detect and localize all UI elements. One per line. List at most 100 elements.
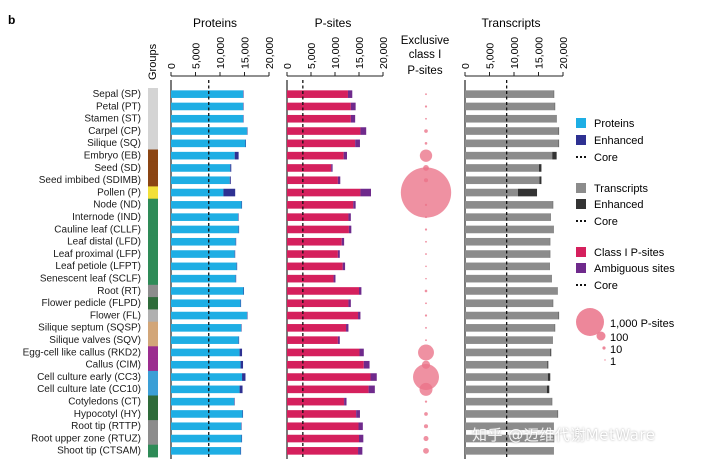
group-strip-cell — [148, 420, 158, 433]
transcripts-bar-extra — [539, 176, 542, 185]
psites-bar-extra — [337, 250, 340, 258]
transcripts-bars — [465, 80, 560, 459]
group-strip-cell — [148, 247, 158, 261]
groups-label: Groups — [147, 43, 159, 80]
psites-x-axis: 0 5,000 10,000 15,000 20,000 — [282, 37, 390, 459]
transcripts-bar — [465, 237, 550, 246]
psites-bar-extra — [358, 447, 363, 455]
group-strip-cell — [148, 370, 158, 384]
psites-bar — [287, 324, 347, 332]
proteins-bar — [171, 348, 240, 357]
exclusive-bubble — [425, 339, 427, 342]
psites-bar-extra — [368, 385, 375, 394]
exclusive-bubble — [424, 203, 428, 206]
legend-swatch-transcripts-enhanced — [576, 199, 586, 209]
row-label: Silique valves (SQV) — [49, 335, 141, 346]
proteins-tick-label: 10,000 — [215, 37, 227, 69]
row-label: Seed imbibed (SDIMB) — [39, 175, 141, 186]
psites-bar-extra — [346, 324, 349, 332]
row-label: Internode (IND) — [72, 212, 141, 223]
psites-bar-extra — [359, 348, 364, 357]
exclusive-bubble — [423, 424, 429, 429]
legend-label-psites-core: Core — [594, 280, 618, 292]
psites-bar — [287, 422, 359, 431]
legend-swatch-transcripts — [576, 183, 586, 193]
legend-label-bubble-10: 10 — [610, 344, 622, 356]
psites-bar — [287, 385, 369, 394]
row-label: Root tip (RTTP) — [71, 421, 141, 432]
exclusive-bubble — [423, 447, 429, 454]
transcripts-bar — [465, 397, 552, 406]
proteins-bar — [171, 447, 241, 455]
row-label: Embryo (EB) — [84, 151, 141, 162]
proteins-tick-label: 5,000 — [191, 43, 203, 69]
exclusive-panel-title-line2: class I — [409, 49, 442, 61]
row-label: Leaf proximal (LFP) — [53, 249, 141, 260]
group-strip-cell — [148, 100, 158, 113]
group-strip-cell — [148, 186, 158, 200]
psites-bar — [287, 102, 351, 111]
psites-panel: P-sites 0 5,000 10,000 15,000 20,000 — [282, 16, 390, 459]
legend-swatch-psites-ambiguous — [576, 263, 586, 273]
proteins-bar-extra — [239, 385, 243, 394]
exclusive-bubble — [419, 382, 433, 396]
group-strip-cell — [148, 395, 158, 409]
row-label: Senescent leaf (SCLF) — [40, 274, 141, 285]
proteins-bar — [171, 262, 237, 271]
exclusive-bubble — [413, 364, 439, 391]
proteins-bar — [171, 102, 244, 111]
proteins-bar — [171, 410, 243, 418]
psites-bars — [287, 80, 377, 459]
psites-bar — [287, 250, 338, 258]
psites-tick-label: 15,000 — [354, 37, 366, 69]
proteins-bar — [171, 422, 242, 431]
proteins-tick-label: 0 — [166, 63, 178, 69]
exclusive-bubble — [425, 302, 427, 305]
group-strip-cell — [148, 223, 158, 236]
exclusive-bubble — [425, 277, 427, 280]
psites-tick-label: 10,000 — [330, 37, 342, 69]
watermark-text: 知乎 @迈维代谢MetWare — [472, 426, 656, 444]
group-strip-cell — [148, 272, 158, 286]
exclusive-bubble — [424, 400, 428, 403]
transcripts-bar — [465, 410, 558, 418]
proteins-panel-title: Proteins — [193, 16, 237, 30]
proteins-bar-extra — [234, 151, 239, 160]
proteins-bar — [171, 237, 236, 246]
row-label: Node (ND) — [93, 200, 141, 211]
psites-bar-extra — [348, 299, 351, 308]
group-strip-cell — [148, 198, 158, 212]
row-label: Shoot tip (CTSAM) — [57, 446, 141, 457]
legend-psites: Class I P-sites Ambiguous sites Core — [576, 247, 675, 292]
exclusive-bubble — [425, 240, 427, 243]
transcripts-bar-extra — [547, 360, 549, 369]
group-strip-cell — [148, 321, 158, 335]
psites-bar-extra — [360, 127, 367, 135]
row-label: Cell culture early (CC3) — [37, 372, 141, 383]
legend-label-proteins-enhanced: Enhanced — [594, 135, 644, 147]
psites-bar — [287, 188, 361, 197]
proteins-bar — [171, 385, 240, 394]
exclusive-bubble — [425, 93, 427, 96]
transcripts-bar — [465, 225, 554, 234]
exclusive-bubble — [425, 253, 427, 255]
psites-tick-label: 5,000 — [306, 43, 318, 69]
group-strip-cell — [148, 112, 158, 126]
proteins-bar-extra — [239, 348, 243, 357]
psites-bar — [287, 127, 361, 135]
exclusive-bubble — [400, 167, 452, 218]
transcripts-bar — [465, 385, 547, 394]
group-strip-cell — [148, 124, 158, 138]
psites-bar — [287, 176, 338, 185]
group-strip-cell — [148, 149, 158, 163]
group-strip-cell — [148, 137, 158, 150]
row-label: Silique (SQ) — [87, 138, 141, 149]
row-label: Root (RT) — [97, 286, 141, 297]
transcripts-bar — [465, 336, 553, 344]
psites-bar — [287, 360, 364, 369]
psites-bar-extra — [358, 422, 363, 431]
group-strip-cell — [148, 309, 158, 323]
proteins-tick-label: 15,000 — [240, 37, 252, 69]
proteins-bar — [171, 188, 224, 197]
exclusive-bubble — [424, 129, 428, 133]
